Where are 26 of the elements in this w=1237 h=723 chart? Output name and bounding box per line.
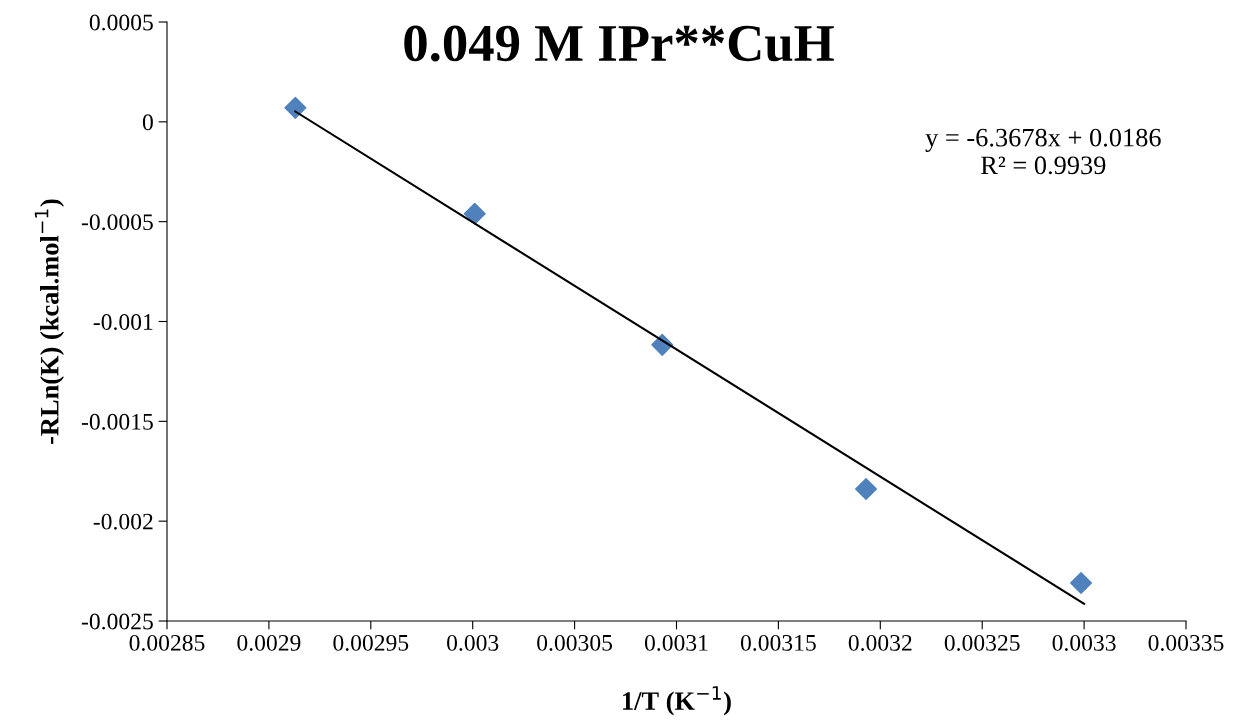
point (284, 96, 307, 119)
x-tick-label: 0.0032 (848, 634, 912, 651)
point (855, 478, 878, 501)
y-axis-title: -RLn(K) (kcal.mol$^{−1}$) (34, 199, 64, 444)
x-tick-label: 0.0031 (644, 634, 708, 651)
x-tick-label: 0.00285 (129, 634, 205, 651)
x-tick-label: 0.0033 (1052, 634, 1116, 651)
x-tick-label: 0.00305 (537, 634, 613, 651)
x-tick-label: 0.00315 (740, 634, 816, 651)
point (1070, 572, 1093, 595)
chart-title: 0.049 M IPr**CuH (404, 25, 834, 62)
y-tick-label: 0 (142, 114, 153, 131)
y-tick-label: -0.0025 (81, 613, 153, 630)
y-tick-label: -0.0005 (81, 214, 153, 231)
y-tick-label: -0.002 (93, 513, 153, 530)
point (463, 202, 486, 225)
y-tick-label: -0.0015 (81, 413, 153, 430)
x-axis-title: 1/T (K$^{−1}$) (623, 686, 731, 716)
x-tick-label: 0.003 (447, 634, 499, 651)
y-tick-label: 0.0005 (89, 14, 153, 31)
x-tick-label: 0.00335 (1148, 634, 1224, 651)
x-tick-label: 0.0029 (237, 634, 301, 651)
annotation: y = -6.3678x + 0.0186 R² = 0.9939 (925, 128, 1161, 175)
y-tick-label: -0.001 (93, 313, 153, 331)
x-tick-label: 0.00295 (333, 634, 409, 651)
x-tick-label: 0.00325 (944, 634, 1020, 651)
